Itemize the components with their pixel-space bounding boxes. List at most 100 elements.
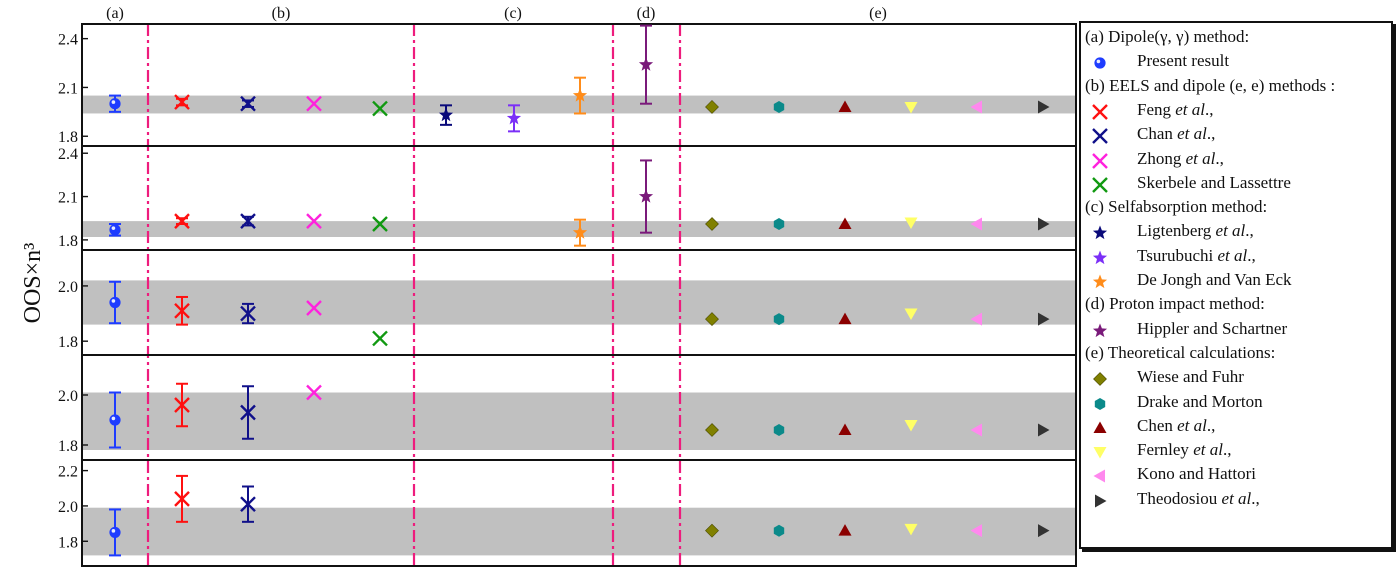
point-skerbele-and-lassettre-panel-3 bbox=[372, 330, 388, 347]
panel-frames bbox=[81, 23, 1077, 567]
legend-symbol-x bbox=[1092, 128, 1108, 145]
legend-symbol-x bbox=[1092, 152, 1108, 169]
legend-label: Zhong et al., bbox=[1137, 149, 1224, 169]
point-drake-and-morton-panel-1 bbox=[773, 101, 785, 113]
legend-group-title: (e) Theoretical calculations: bbox=[1085, 342, 1276, 362]
legend-marker-star bbox=[1092, 323, 1108, 337]
legend-group-title: (b) EELS and dipole (e, e) methods : bbox=[1085, 75, 1336, 95]
point-theodosiou-et-al-panel-4 bbox=[1038, 423, 1050, 437]
legend-label-name: De Jongh and Van Eck bbox=[1137, 270, 1292, 289]
legend-symbol-diamond bbox=[1093, 372, 1107, 387]
legend-label: Tsurubuchi et al., bbox=[1137, 246, 1256, 266]
point-theodosiou-et-al-panel-2 bbox=[1038, 217, 1050, 231]
y-axis-label: OOS×n³ bbox=[20, 243, 46, 324]
legend-label-et-al: et al bbox=[1221, 488, 1252, 508]
point-wiese-and-fuhr-panel-5 bbox=[705, 523, 719, 538]
legend-label: Drake and Morton bbox=[1137, 392, 1263, 412]
legend-label-name: Zhong bbox=[1137, 148, 1186, 168]
legend-label: Theodosiou et al., bbox=[1137, 489, 1260, 509]
point-kono-and-hattori-panel-1 bbox=[970, 100, 982, 114]
legend-symbol-ball-shine bbox=[1096, 59, 1101, 64]
legend-label-suffix: ., bbox=[1215, 148, 1224, 168]
legend-label: Skerbele and Lassettre bbox=[1137, 173, 1291, 193]
point-skerbele-and-lassettre-panel-1-stroke-b bbox=[372, 100, 388, 117]
legend-label: Chan et al., bbox=[1137, 124, 1215, 144]
point-feng-et-al-panel-2-stroke-b bbox=[174, 213, 190, 229]
legend-item-present-result: Present result bbox=[1081, 51, 1381, 75]
legend-marker-diamond bbox=[1093, 372, 1107, 387]
method-dividers bbox=[146, 24, 682, 566]
y-tick-label: 2.0 bbox=[58, 388, 78, 405]
point-present-result-panel-2 bbox=[109, 224, 121, 236]
point-present-result-panel-3-shine bbox=[111, 299, 116, 303]
legend-marker-triangle-up bbox=[1093, 421, 1107, 433]
point-theodosiou-et-al-panel-5 bbox=[1038, 524, 1050, 538]
legend-label-suffix: ., bbox=[1247, 245, 1256, 265]
legend-marker-x bbox=[1092, 176, 1108, 193]
legend-group-title: (a) Dipole(γ, γ) method: bbox=[1085, 27, 1250, 46]
point-hippler-and-schartner-panel-1 bbox=[638, 57, 654, 71]
legend-group-title: (d) Proton impact method: bbox=[1085, 294, 1265, 314]
point-chan-et-al-panel-4-stroke-b bbox=[240, 404, 256, 421]
point-zhong-et-al-panel-2-stroke-b bbox=[306, 213, 322, 229]
legend-label-name: Chan bbox=[1137, 124, 1178, 144]
legend-label: De Jongh and Van Eck bbox=[1137, 270, 1292, 290]
legend-item-chen-et-al: Chen et al., bbox=[1081, 416, 1381, 440]
legend-label: Feng et al., bbox=[1137, 100, 1214, 120]
point-present-result-panel-1 bbox=[109, 98, 121, 110]
legend-item-kono-and-hattori: Kono and Hattori bbox=[1081, 464, 1381, 488]
point-zhong-et-al-panel-1-stroke-b bbox=[306, 95, 322, 112]
point-zhong-et-al-panel-4 bbox=[306, 384, 322, 401]
legend-label-suffix: ., bbox=[1251, 488, 1260, 508]
point-drake-and-morton-panel-3 bbox=[773, 313, 785, 326]
legend-item-ligtenberg-et-al: Ligtenberg et al., bbox=[1081, 221, 1381, 245]
point-wiese-and-fuhr-panel-4 bbox=[705, 423, 719, 437]
y-tick-label: 1.8 bbox=[58, 233, 78, 250]
legend-marker-x bbox=[1092, 104, 1108, 120]
point-fernley-et-al-panel-3 bbox=[904, 308, 918, 321]
point-wiese-and-fuhr-panel-1 bbox=[705, 100, 719, 114]
legend-label-et-al: et al bbox=[1193, 440, 1223, 460]
section-labels: (a) (b) (c) (d) (e) bbox=[106, 5, 887, 22]
point-present-result-panel-3-ball bbox=[109, 296, 121, 309]
legend-marker-star bbox=[1092, 250, 1108, 264]
legend-label-name: Tsurubuchi bbox=[1137, 245, 1218, 265]
point-zhong-et-al-panel-3 bbox=[306, 300, 322, 316]
legend-symbol-x-stroke-b bbox=[1092, 128, 1108, 145]
y-tick-label: 2.4 bbox=[58, 146, 78, 163]
point-feng-et-al-panel-3-stroke-b bbox=[174, 302, 190, 319]
section-label-a: (a) bbox=[106, 5, 124, 22]
legend-label: Kono and Hattori bbox=[1137, 464, 1256, 484]
point-chan-et-al-panel-3-stroke-b bbox=[240, 305, 256, 322]
legend-symbol-triangle-left bbox=[1093, 469, 1105, 483]
y-tick-label: 2.4 bbox=[58, 32, 78, 49]
y-tick-label: 2.0 bbox=[58, 279, 78, 296]
y-tick-label: 1.8 bbox=[58, 334, 78, 351]
legend-marker-triangle-down bbox=[1093, 447, 1107, 459]
legend-label-name: Kono and Hattori bbox=[1137, 464, 1256, 484]
legend-label-name: Present result bbox=[1137, 51, 1230, 71]
point-feng-et-al-panel-5-stroke-b bbox=[174, 491, 190, 507]
point-skerbele-and-lassettre-panel-2-stroke-b bbox=[372, 216, 388, 232]
point-fernley-et-al-panel-5 bbox=[904, 523, 918, 536]
legend-item-theodosiou-et-al: Theodosiou et al., bbox=[1081, 489, 1381, 513]
legend-label-et-al: et al bbox=[1217, 245, 1248, 265]
section-label-b: (b) bbox=[272, 5, 291, 22]
point-chen-et-al-panel-4 bbox=[838, 423, 852, 435]
point-present-result-panel-5 bbox=[109, 526, 121, 539]
legend-label-name: Theodosiou bbox=[1137, 488, 1222, 508]
point-skerbele-and-lassettre-panel-1 bbox=[372, 100, 388, 117]
legend-symbol-x bbox=[1092, 104, 1108, 120]
legend-item-drake-and-morton: Drake and Morton bbox=[1081, 392, 1381, 416]
legend-label-suffix: ., bbox=[1205, 99, 1214, 119]
panel-frame-5 bbox=[81, 459, 1077, 567]
point-zhong-et-al-panel-2 bbox=[306, 213, 322, 229]
reference-band-panel-4 bbox=[82, 392, 1076, 450]
point-kono-and-hattori-panel-2 bbox=[970, 217, 982, 231]
legend-marker-ball bbox=[1094, 57, 1106, 69]
point-feng-et-al-panel-3 bbox=[174, 302, 190, 319]
point-zhong-et-al-panel-1 bbox=[306, 95, 322, 112]
legend-label-name: Wiese and Fuhr bbox=[1137, 367, 1244, 387]
y-tick-label: 2.0 bbox=[58, 499, 78, 516]
